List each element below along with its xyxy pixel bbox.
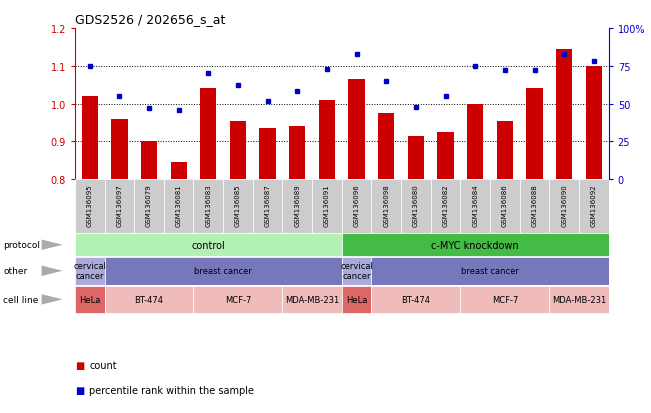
Text: GSM136082: GSM136082 — [443, 184, 449, 227]
Bar — [111, 119, 128, 180]
Bar — [75, 234, 342, 256]
Text: other: other — [3, 267, 27, 275]
Text: breast cancer: breast cancer — [194, 267, 252, 275]
Bar — [193, 286, 283, 313]
Text: BT-474: BT-474 — [402, 295, 430, 304]
Text: ■: ■ — [75, 385, 84, 395]
Text: GDS2526 / 202656_s_at: GDS2526 / 202656_s_at — [75, 13, 225, 26]
Text: breast cancer: breast cancer — [461, 267, 519, 275]
Text: GSM136090: GSM136090 — [561, 184, 567, 227]
Text: GSM136086: GSM136086 — [502, 184, 508, 227]
Text: GSM136079: GSM136079 — [146, 184, 152, 227]
Text: GSM136083: GSM136083 — [205, 184, 212, 227]
Polygon shape — [42, 294, 62, 305]
Bar — [230, 121, 246, 180]
Polygon shape — [42, 266, 62, 276]
Bar — [549, 180, 579, 233]
Bar — [283, 286, 342, 313]
Bar — [460, 180, 490, 233]
Bar — [75, 180, 105, 233]
Bar — [431, 180, 460, 233]
Bar — [75, 286, 105, 313]
Bar — [527, 89, 543, 180]
Bar — [372, 286, 460, 313]
Bar — [401, 180, 431, 233]
Bar — [319, 101, 335, 180]
Bar — [81, 97, 98, 180]
Text: GSM136089: GSM136089 — [294, 184, 300, 227]
Text: GSM136091: GSM136091 — [324, 184, 330, 227]
Text: GSM136087: GSM136087 — [265, 184, 271, 227]
Bar — [519, 180, 549, 233]
Text: GSM136085: GSM136085 — [235, 184, 241, 227]
Text: count: count — [89, 361, 117, 370]
Text: HeLa: HeLa — [79, 295, 100, 304]
Bar — [200, 89, 217, 180]
Bar — [223, 180, 253, 233]
Polygon shape — [42, 240, 62, 250]
Bar — [105, 286, 193, 313]
Text: cell line: cell line — [3, 295, 38, 304]
Bar — [467, 104, 484, 180]
Bar — [549, 286, 609, 313]
Text: percentile rank within the sample: percentile rank within the sample — [89, 385, 254, 395]
Bar — [348, 80, 365, 180]
Bar — [342, 286, 372, 313]
Text: GSM136098: GSM136098 — [383, 184, 389, 227]
Text: MDA-MB-231: MDA-MB-231 — [285, 295, 339, 304]
Bar — [105, 257, 342, 285]
Text: MDA-MB-231: MDA-MB-231 — [552, 295, 606, 304]
Text: ■: ■ — [75, 361, 84, 370]
Bar — [260, 129, 276, 180]
Text: GSM136096: GSM136096 — [353, 184, 359, 227]
Bar — [372, 257, 609, 285]
Text: GSM136095: GSM136095 — [87, 184, 92, 227]
Bar — [164, 180, 193, 233]
Text: MCF-7: MCF-7 — [492, 295, 518, 304]
Text: GSM136097: GSM136097 — [117, 184, 122, 227]
Bar — [408, 136, 424, 180]
Text: HeLa: HeLa — [346, 295, 367, 304]
Bar — [490, 180, 519, 233]
Bar — [378, 114, 395, 180]
Text: cervical
cancer: cervical cancer — [340, 261, 373, 281]
Bar — [556, 50, 572, 180]
Bar — [342, 257, 372, 285]
Bar — [579, 180, 609, 233]
Bar — [460, 286, 549, 313]
Bar — [437, 133, 454, 180]
Text: c-MYC knockdown: c-MYC knockdown — [432, 240, 519, 250]
Bar — [171, 163, 187, 180]
Bar — [253, 180, 283, 233]
Text: GSM136080: GSM136080 — [413, 184, 419, 227]
Text: BT-474: BT-474 — [135, 295, 163, 304]
Text: cervical
cancer: cervical cancer — [74, 261, 106, 281]
Bar — [372, 180, 401, 233]
Bar — [586, 66, 602, 180]
Bar — [289, 127, 305, 180]
Text: GSM136092: GSM136092 — [591, 184, 597, 227]
Bar — [75, 257, 105, 285]
Bar — [312, 180, 342, 233]
Text: control: control — [191, 240, 225, 250]
Bar — [497, 121, 513, 180]
Text: MCF-7: MCF-7 — [225, 295, 251, 304]
Bar — [283, 180, 312, 233]
Text: GSM136081: GSM136081 — [176, 184, 182, 227]
Bar — [134, 180, 164, 233]
Text: GSM136088: GSM136088 — [532, 184, 538, 227]
Text: GSM136084: GSM136084 — [472, 184, 478, 227]
Bar — [105, 180, 134, 233]
Bar — [342, 180, 372, 233]
Bar — [193, 180, 223, 233]
Bar — [342, 234, 609, 256]
Text: protocol: protocol — [3, 241, 40, 249]
Bar — [141, 142, 157, 180]
